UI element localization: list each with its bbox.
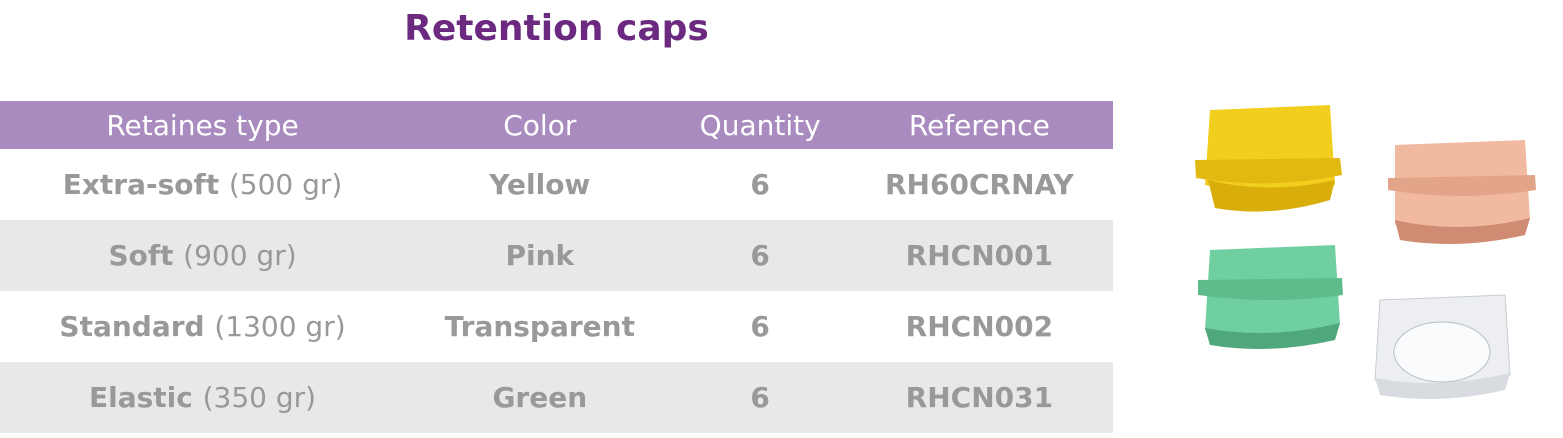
yellow-cap (1195, 105, 1342, 212)
table-row: Extra-soft (500 gr) Yellow 6 RH60CRNAY (0, 149, 1113, 220)
type-name: Soft (108, 239, 174, 272)
title: Retention caps (404, 8, 709, 49)
type-weight: (350 gr) (202, 381, 317, 414)
type-name: Extra-soft (62, 168, 220, 201)
table-row: Standard (1300 gr) Transparent 6 RHCN002 (0, 291, 1113, 362)
type-name: Standard (59, 310, 205, 343)
pink-cap (1388, 140, 1536, 244)
table-cell: 6 (674, 362, 846, 433)
column-header: Quantity (674, 101, 846, 149)
column-header: Color (405, 101, 675, 149)
table-cell: Transparent (444, 310, 635, 343)
type-weight: (1300 gr) (214, 310, 346, 343)
table-row: Soft (900 gr) Pink 6 RHCN001 (0, 220, 1113, 291)
caps-table: Retaines type Color Quantity Reference Extr… (0, 101, 1113, 433)
table-cell: RHCN031 (845, 362, 1113, 433)
caps-illustration (1195, 105, 1536, 399)
type-name: Elastic (88, 381, 193, 414)
type-cell: Soft (900 gr) (0, 220, 406, 291)
table-body: Extra-soft (500 gr) Yellow 6 RH60CRNAY Soft … (0, 149, 1113, 433)
table-cell: Yellow (489, 168, 591, 201)
table-cell: 6 (674, 220, 846, 291)
header-row: Retaines type Color Quantity Reference (0, 101, 1113, 149)
table-cell: RHCN002 (905, 310, 1054, 343)
column-header: Reference (845, 101, 1113, 149)
transparent-cap (1374, 294, 1511, 399)
table-cell: Pink (405, 220, 675, 291)
table-cell: 6 (750, 168, 770, 201)
table-cell: RH60CRNAY (885, 168, 1074, 201)
table-cell: 6 (750, 310, 770, 343)
type-weight: (900 gr) (183, 239, 297, 272)
type-cell: Standard (1300 gr) (0, 291, 405, 362)
type-cell: Extra-soft (500 gr) (0, 149, 405, 220)
type-cell: Elastic (350 gr) (0, 362, 406, 433)
green-cap (1198, 245, 1343, 349)
type-weight: (500 gr) (228, 168, 343, 201)
table-row: Elastic (350 gr) Green 6 RHCN031 (0, 362, 1113, 433)
column-header: Retaines type (0, 101, 406, 149)
table-cell: RHCN001 (845, 220, 1113, 291)
table-cell: Green (405, 362, 675, 433)
